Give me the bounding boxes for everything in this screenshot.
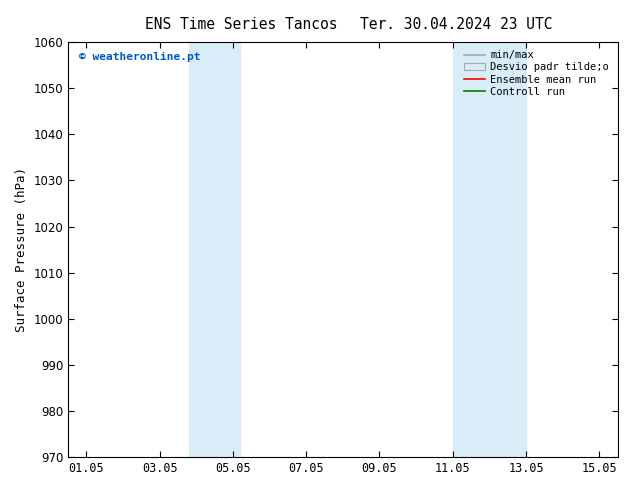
- Text: Ter. 30.04.2024 23 UTC: Ter. 30.04.2024 23 UTC: [360, 17, 553, 32]
- Bar: [453, 42, 526, 457]
- Text: © weatheronline.pt: © weatheronline.pt: [79, 52, 200, 62]
- Bar: [189, 42, 240, 457]
- Y-axis label: Surface Pressure (hPa): Surface Pressure (hPa): [15, 167, 28, 332]
- Text: ENS Time Series Tancos: ENS Time Series Tancos: [145, 17, 337, 32]
- Legend: min/max, Desvio padr tilde;o, Ensemble mean run, Controll run: min/max, Desvio padr tilde;o, Ensemble m…: [462, 47, 612, 100]
